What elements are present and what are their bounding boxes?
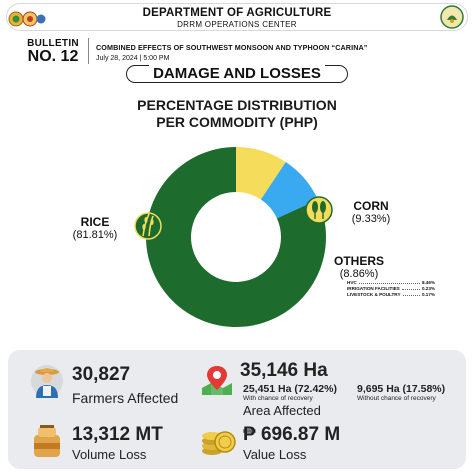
header-bar: [6, 3, 468, 31]
area-without-value: 9,695 Ha (17.58%): [357, 383, 446, 395]
divider: [88, 38, 89, 64]
bulletin-headline: COMBINED EFFECTS OF SOUTHWEST MONSOON AN…: [96, 43, 368, 52]
section-title: DAMAGE AND LOSSES: [0, 65, 474, 83]
sack-icon: [34, 425, 60, 457]
agency-logos-icon: [8, 11, 46, 27]
da-seal-icon: [440, 5, 464, 29]
breakdown-label: IRRIGATION FACILITIES: [347, 286, 400, 291]
breakdown-value: 8.46%: [421, 280, 435, 285]
value-loss-caption: Value Loss: [243, 447, 307, 462]
volume-caption: Volume Loss: [72, 447, 147, 462]
rice-label: RICE (81.81%): [66, 215, 124, 241]
area-without-caption: Without chance of recovery: [357, 395, 436, 402]
breakdown-label: LIVESTOCK & POULTRY: [347, 292, 401, 297]
corn-icon: [305, 196, 333, 224]
bulletin-badge: BULLETIN NO. 12: [22, 38, 84, 66]
breakdown-row: LIVESTOCK & POULTRY 0.17%: [347, 292, 435, 298]
breakdown-row: HVC 8.46%: [347, 280, 435, 286]
others-name: OTHERS: [333, 254, 384, 268]
breakdown-value: 0.17%: [421, 292, 435, 297]
corn-label: CORN (9.33%): [344, 199, 398, 225]
chart-subtitle: PER COMMODITY (PHP): [156, 114, 318, 130]
area-value: 35,146 Ha: [240, 360, 328, 381]
chart-title: PERCENTAGE DISTRIBUTION: [137, 97, 337, 113]
rice-name: RICE: [80, 215, 110, 229]
area-with-value: 25,451 Ha (72.42%): [243, 383, 337, 395]
rice-icon: [134, 212, 162, 240]
breakdown-label: HVC: [347, 280, 357, 285]
map-pin-icon: [202, 366, 232, 395]
corn-percent: (9.33%): [351, 213, 391, 225]
coins-icon: [202, 431, 236, 455]
bulletin-date: July 28, 2024 | 5:00 PM: [96, 55, 170, 62]
farmers-value: 30,827: [72, 364, 131, 385]
others-breakdown: HVC 8.46% IRRIGATION FACILITIES 0.23% LI…: [347, 280, 435, 298]
farmer-icon: [31, 365, 63, 398]
others-percent: (8.86%): [339, 268, 379, 280]
breakdown-value: 0.23%: [421, 286, 435, 291]
area-with-caption: With chance of recovery: [243, 395, 313, 402]
corn-name: CORN: [353, 199, 389, 213]
slice-rice: [146, 147, 326, 327]
operations-center: DRRM OPERATIONS CENTER: [177, 20, 297, 29]
department-name: DEPARTMENT OF AGRICULTURE: [142, 7, 332, 19]
slice-corn: [236, 147, 286, 200]
bulletin-label: BULLETIN: [27, 38, 79, 49]
stats-panel: [8, 350, 466, 469]
value-loss-value: ₱ 696.87 M: [243, 424, 341, 445]
section-title-text: DAMAGE AND LOSSES: [149, 65, 325, 82]
others-label: OTHERS (8.86%): [332, 254, 386, 280]
farmers-caption: Farmers Affected: [72, 390, 179, 406]
breakdown-row: IRRIGATION FACILITIES 0.23%: [347, 286, 435, 292]
bulletin-number: NO. 12: [27, 48, 79, 65]
volume-value: 13,312 MT: [72, 424, 163, 445]
area-caption: Area Affected: [243, 403, 321, 418]
slice-others: [260, 162, 318, 219]
rice-percent: (81.81%): [72, 229, 118, 241]
